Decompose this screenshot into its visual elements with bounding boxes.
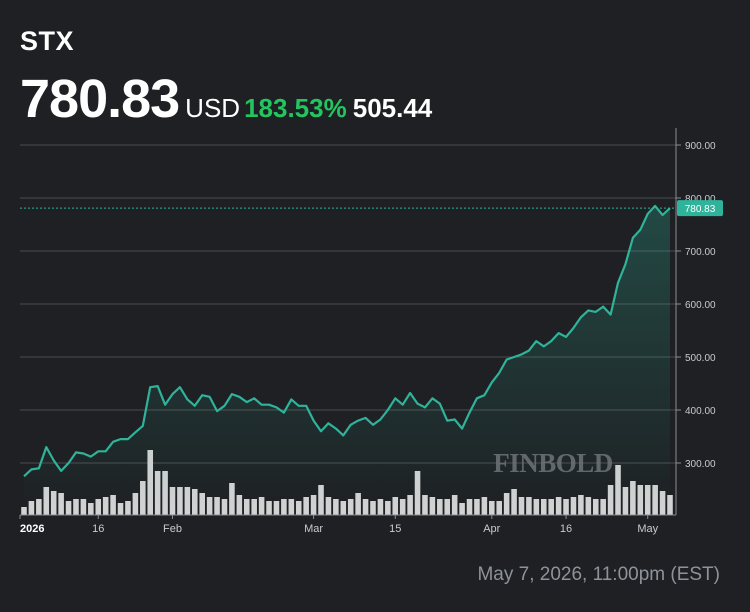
- ticker-symbol: STX: [20, 26, 75, 56]
- current-price-label: 780.83: [685, 204, 716, 215]
- x-tick-label: Mar: [304, 523, 323, 535]
- x-tick-label: Apr: [483, 523, 500, 535]
- x-tick-label: May: [637, 523, 658, 535]
- current-price-badge: [677, 200, 723, 217]
- finbold-watermark: FINBOLD: [493, 448, 613, 478]
- axes: 900.00 800.00 700.00 600.00 500.00 400.00 300.…: [19, 128, 723, 535]
- y-tick-label: 300.00: [685, 459, 716, 470]
- x-tick-label: 2026: [20, 523, 44, 535]
- timestamp: May 7, 2026, 11:00pm (EST): [477, 564, 720, 585]
- price-line: [23, 204, 671, 478]
- x-tick-label: Feb: [163, 523, 182, 535]
- currency-label: USD: [185, 93, 241, 123]
- y-tick-label: 500.00: [685, 353, 716, 364]
- price-area: [24, 205, 670, 515]
- y-tick-label: 800.00: [685, 194, 716, 205]
- y-tick-label: 700.00: [685, 247, 716, 258]
- y-tick-label: 900.00: [685, 141, 716, 152]
- y-tick-label: 600.00: [685, 300, 716, 311]
- change-value: 505.44: [352, 93, 433, 123]
- change-percent: 183.53%: [244, 93, 347, 123]
- x-tick-label: 16: [560, 523, 572, 535]
- current-price: 780.83: [20, 69, 180, 129]
- x-tick-label: 15: [389, 523, 401, 535]
- y-tick-label: 400.00: [685, 406, 716, 417]
- price-row: 780.83 USD 183.53% 505.44: [20, 68, 432, 130]
- x-tick-label: 16: [92, 523, 104, 535]
